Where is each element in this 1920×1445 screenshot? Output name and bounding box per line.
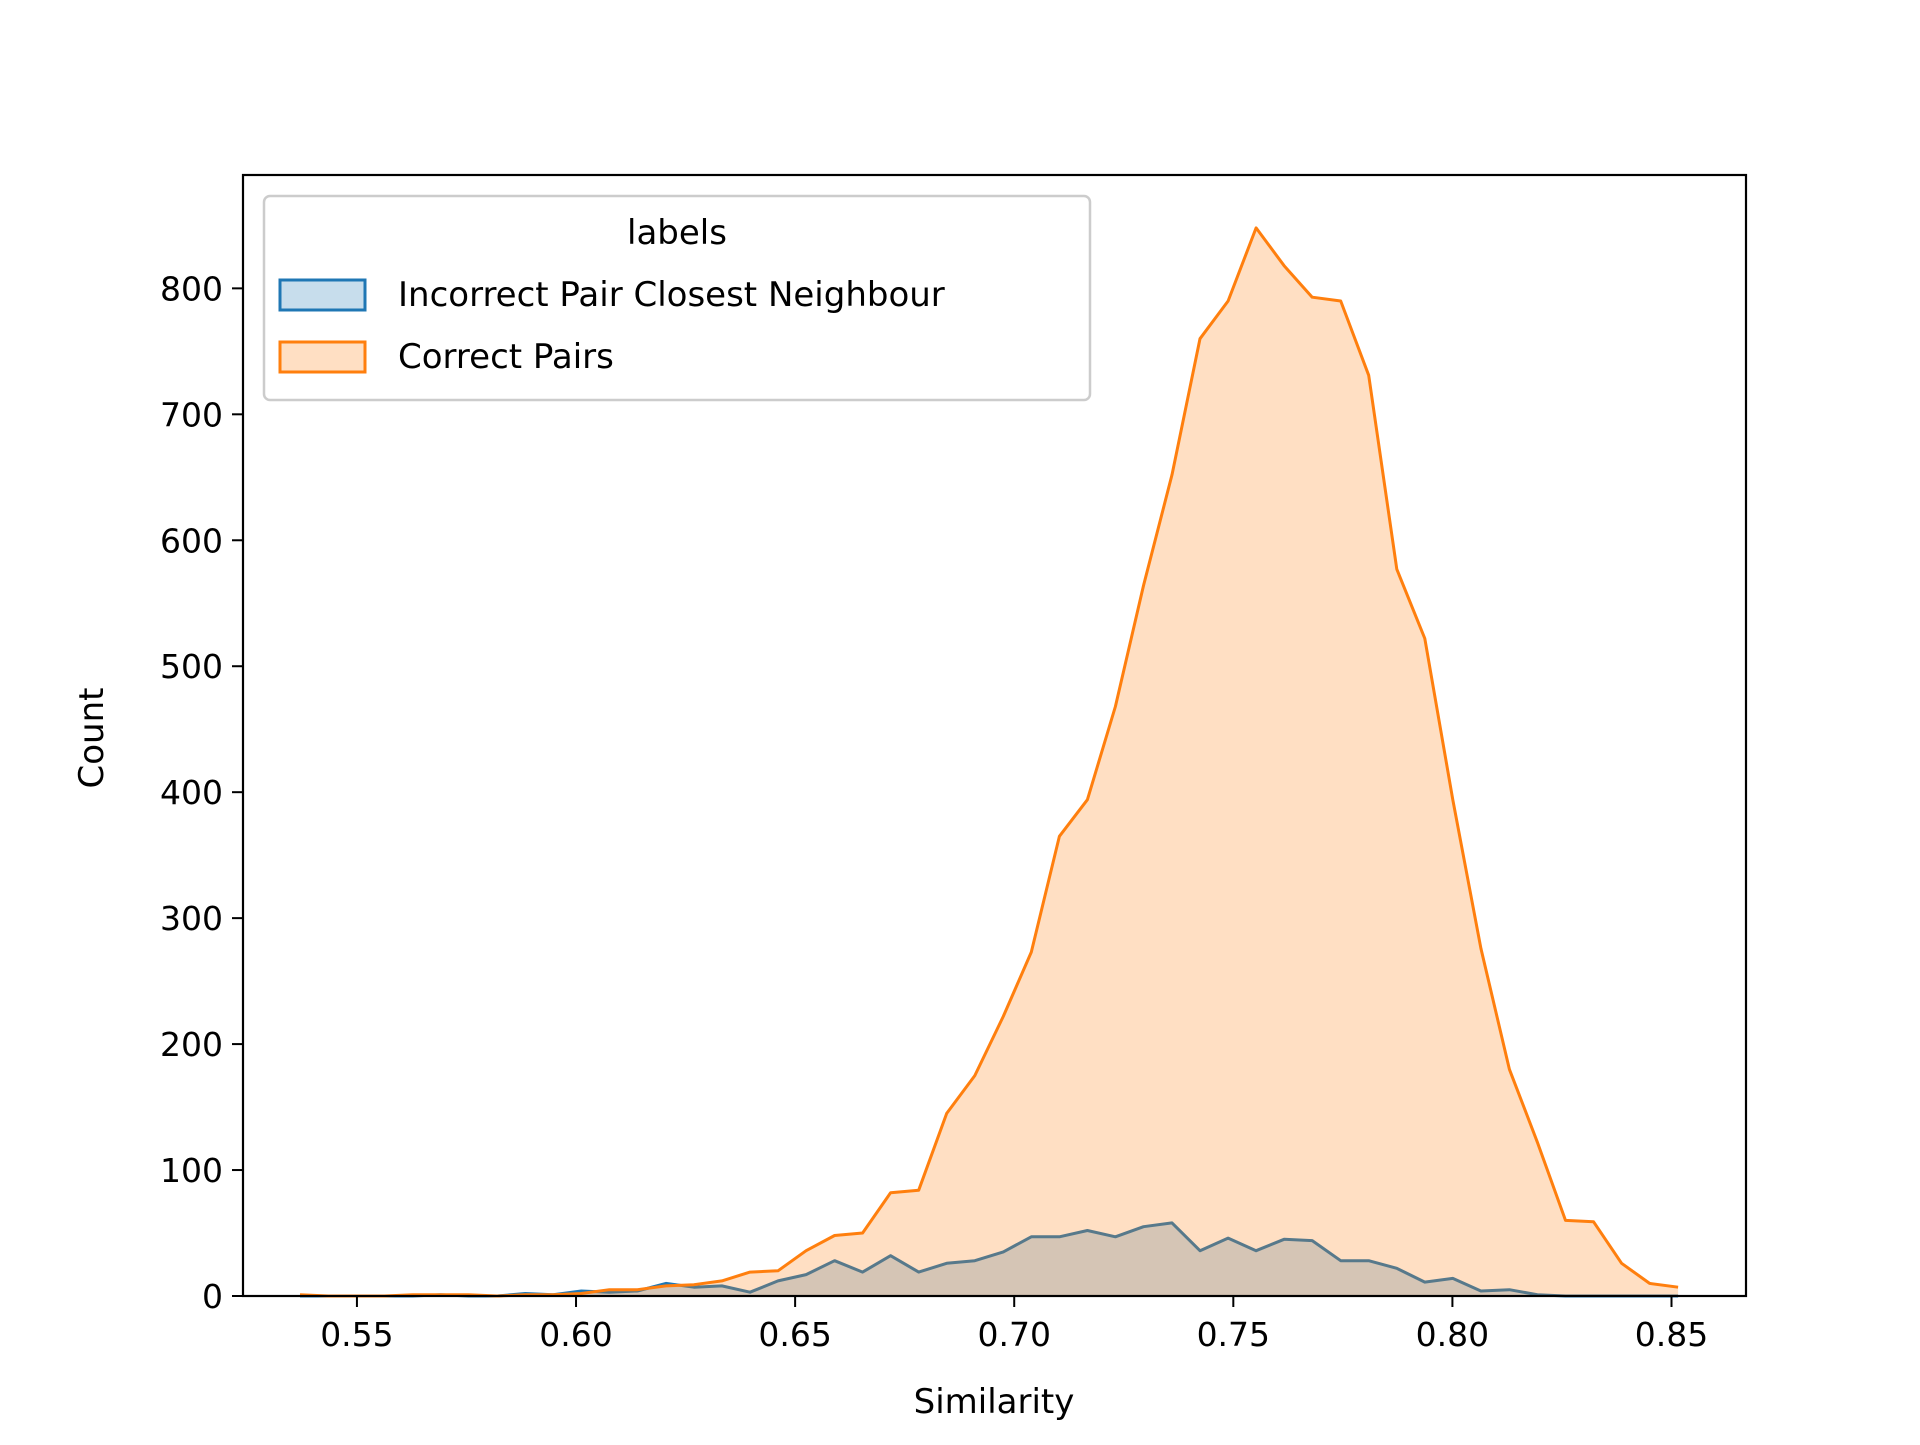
x-tick-label: 0.60 <box>539 1315 612 1354</box>
y-tick-label: 500 <box>160 647 223 686</box>
x-tick-label: 0.80 <box>1416 1315 1489 1354</box>
legend: labels Incorrect Pair Closest Neighbour … <box>262 194 1092 402</box>
y-axis-label: Count <box>72 688 112 789</box>
x-tick-label: 0.70 <box>977 1315 1050 1354</box>
legend-title: labels <box>627 213 727 253</box>
y-tick-label: 700 <box>160 395 223 434</box>
legend-label-incorrect: Incorrect Pair Closest Neighbour <box>398 275 945 315</box>
y-tick-label: 0 <box>202 1277 223 1316</box>
legend-label-correct: Correct Pairs <box>398 337 614 377</box>
x-tick-label: 0.75 <box>1197 1315 1270 1354</box>
plot-layer <box>299 226 1679 1298</box>
x-tick-label: 0.85 <box>1635 1315 1708 1354</box>
x-tick-label: 0.55 <box>320 1315 393 1354</box>
series-area-1 <box>300 227 1679 1296</box>
y-tick-label: 200 <box>160 1025 223 1064</box>
legend-swatch-correct <box>278 340 367 374</box>
series-line-1 <box>299 226 1679 1298</box>
y-tick-label: 800 <box>160 269 223 308</box>
x-tick-label: 0.65 <box>758 1315 831 1354</box>
axes-layer: 0.55 0.60 0.65 0.70 0.75 0.80 0.85 0 100 200 300 40… <box>160 173 1748 1354</box>
legend-frame <box>262 194 1092 402</box>
y-tick-label: 600 <box>160 521 223 560</box>
x-axis-label: Similarity <box>914 1382 1075 1422</box>
y-tick-label: 300 <box>160 899 223 938</box>
legend-swatch-incorrect <box>278 278 367 312</box>
y-tick-label: 100 <box>160 1151 223 1190</box>
plot-frame <box>241 173 1748 1298</box>
y-tick-label: 400 <box>160 773 223 812</box>
series-area-0 <box>300 1222 1679 1296</box>
